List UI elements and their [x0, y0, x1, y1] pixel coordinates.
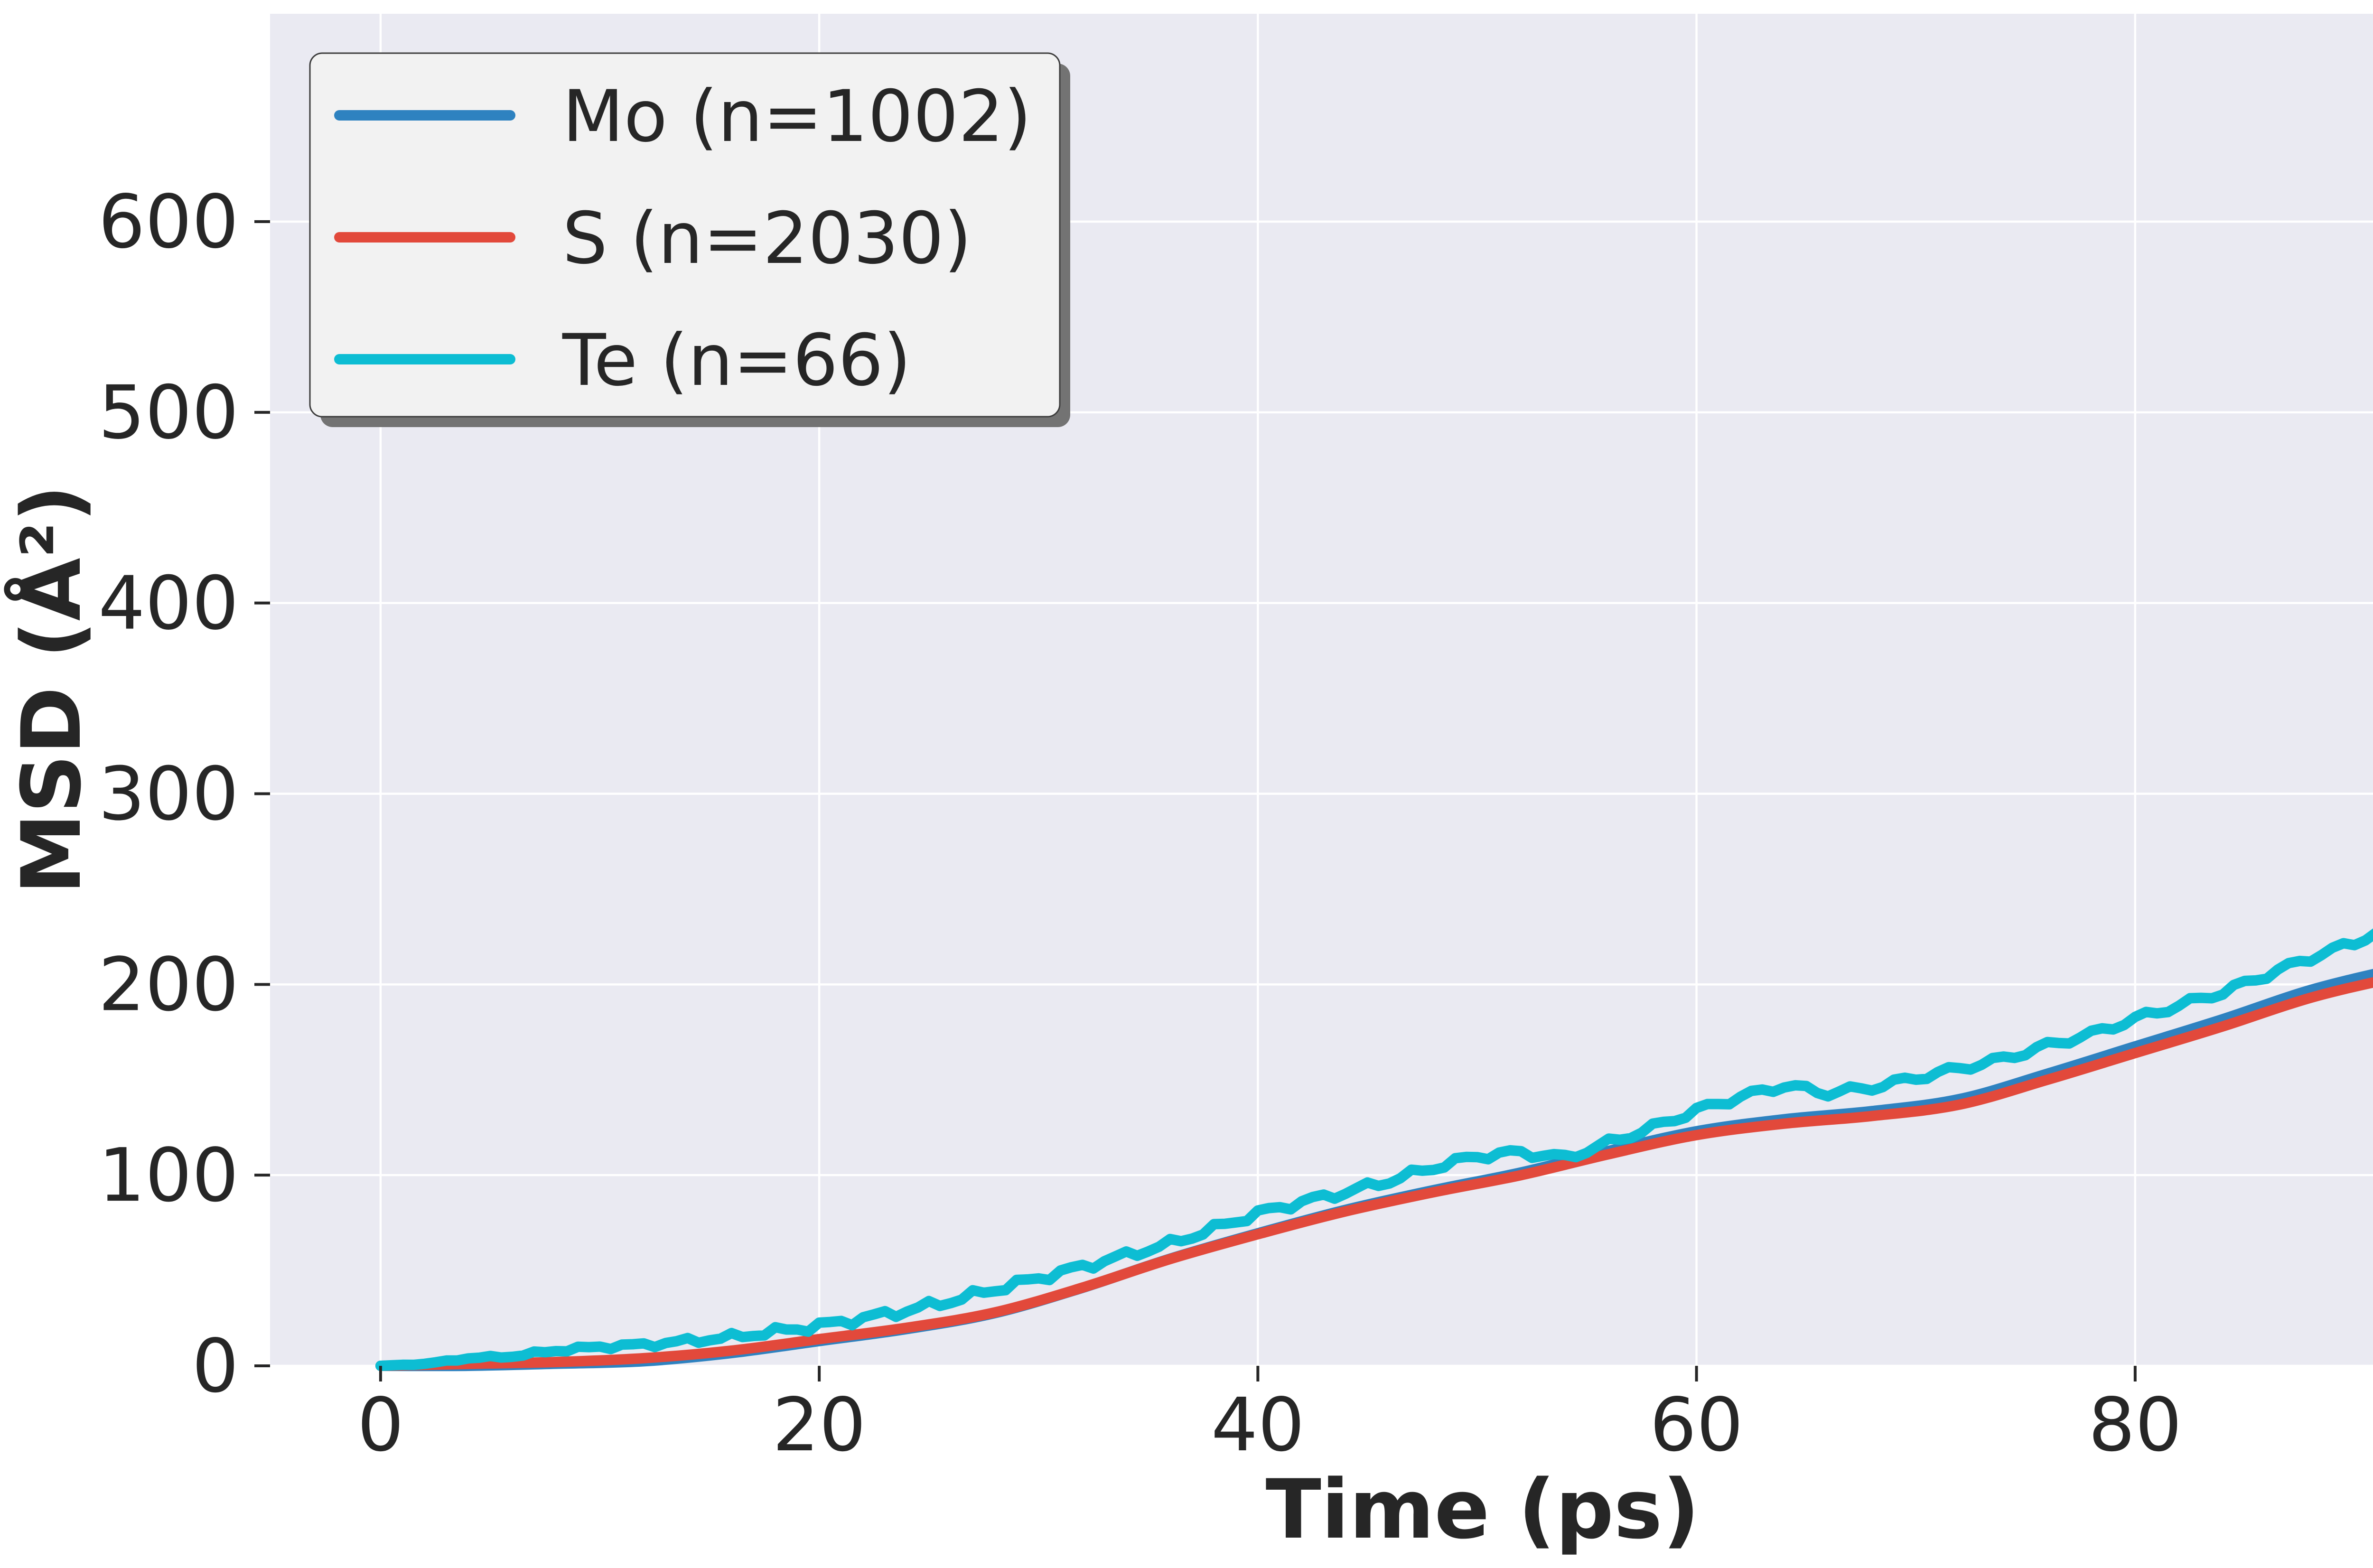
x-tick-label: 20 [773, 1382, 866, 1468]
legend-label-mo: Mo (n=1002) [562, 75, 1031, 158]
x-tick-label: 60 [1650, 1382, 1743, 1468]
x-tick-label: 40 [1211, 1382, 1305, 1468]
y-tick-label: 100 [98, 1132, 239, 1218]
legend-label-s: S (n=2030) [562, 197, 972, 280]
legend-box [309, 52, 1061, 418]
x-tick-label: 0 [357, 1382, 404, 1468]
legend-item-s: S (n=2030) [334, 197, 972, 280]
x-tick-label: 80 [2088, 1382, 2182, 1468]
grid-lines [270, 14, 2373, 1367]
legend-item-mo: Mo (n=1002) [334, 75, 1031, 158]
y-tick-label: 500 [98, 370, 239, 456]
x-axis-label: Time (ps) [1266, 1462, 1700, 1557]
y-axis-label: MSD (Å²) [4, 485, 99, 894]
y-tick-label: 400 [98, 560, 239, 646]
legend-label-te: Te (n=66) [562, 319, 911, 402]
legend: Mo (n=1002) S (n=2030) Te (n=66) [309, 52, 1070, 427]
axis-ticks [254, 220, 2137, 1381]
series-line-te [375, 928, 2373, 1371]
series-line-s [375, 977, 2373, 1371]
legend-item-te: Te (n=66) [334, 319, 911, 402]
series-lines [375, 928, 2373, 1372]
y-tick-label: 600 [98, 179, 239, 265]
y-tick-label: 300 [98, 751, 239, 837]
y-tick-label: 0 [192, 1323, 239, 1409]
tick-labels: 0204060801000100200300400500600 [98, 179, 2182, 1468]
y-tick-label: 200 [98, 942, 239, 1027]
